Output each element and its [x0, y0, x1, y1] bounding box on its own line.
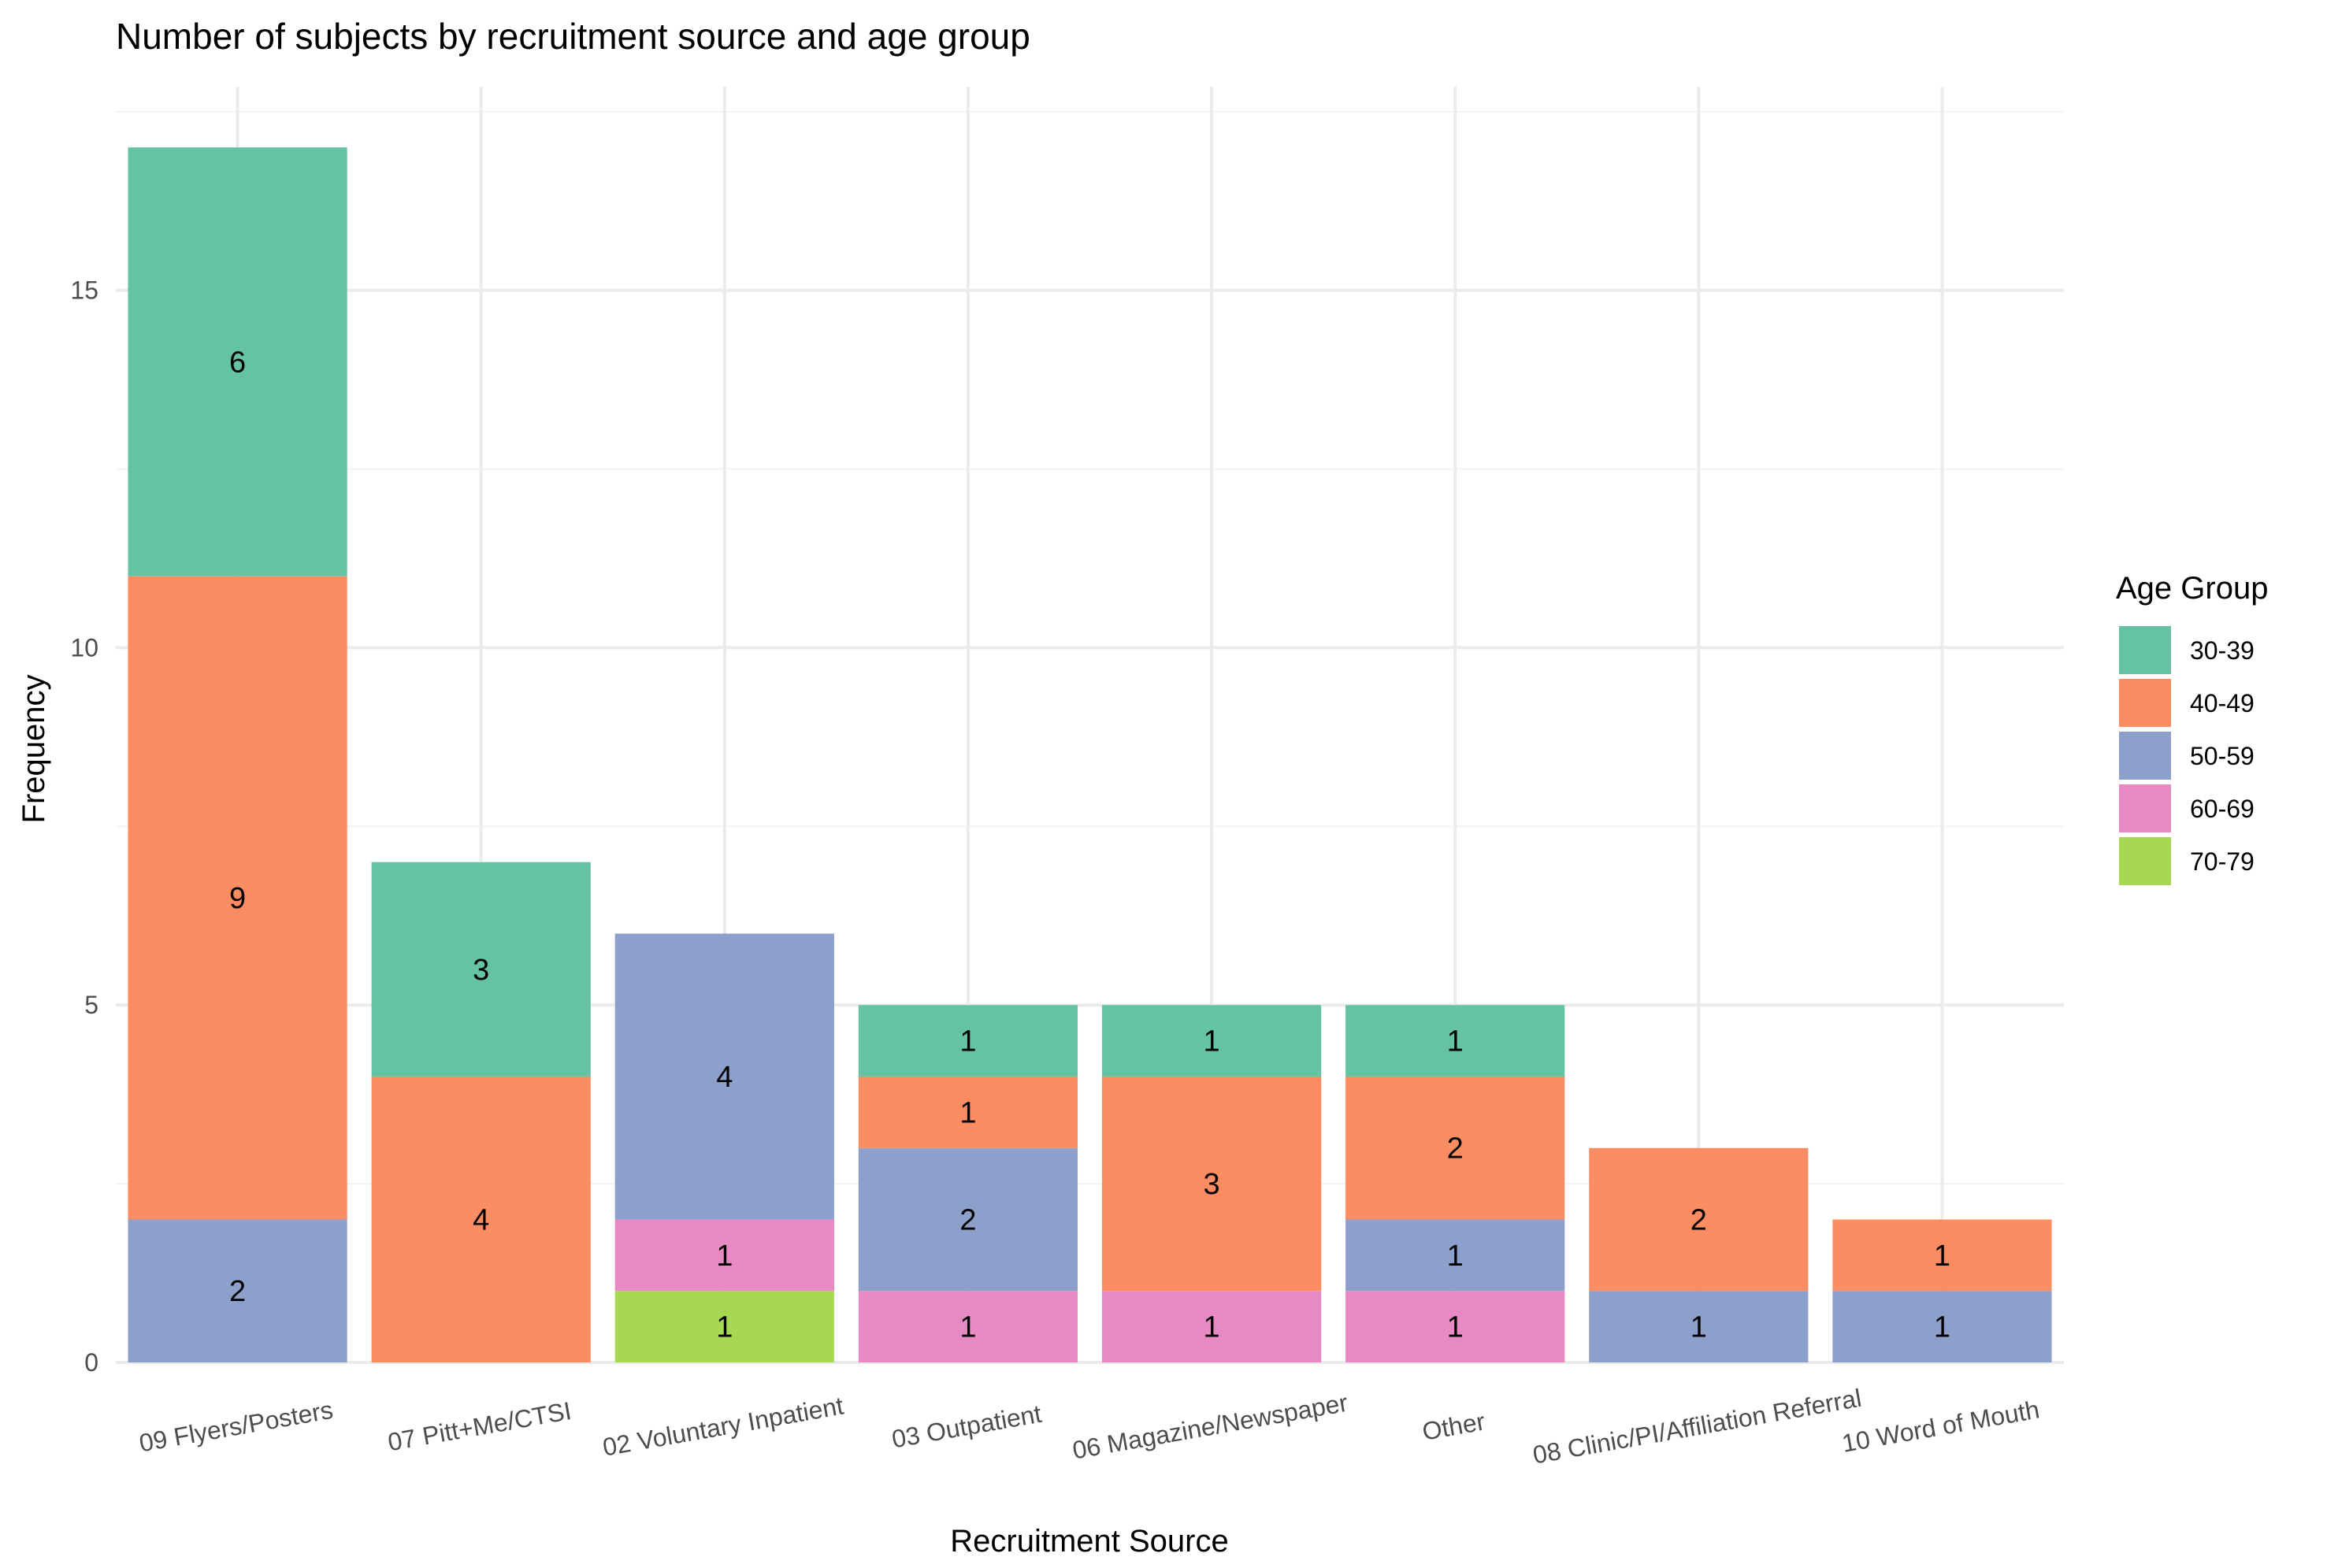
- bar-value-label: 1: [959, 1025, 976, 1058]
- bar-value-label: 1: [1691, 1311, 1707, 1344]
- bars: [128, 147, 2052, 1362]
- bar-segment: [1101, 1291, 1322, 1362]
- bar-value-label: 2: [1691, 1203, 1707, 1236]
- y-axis-ticks: 0 5 10 15: [70, 276, 98, 1377]
- bar-segment: [1345, 1219, 1565, 1292]
- x-tick-label: 06 Magazine/Newspaper: [1071, 1388, 1350, 1465]
- bar-segment: [1345, 1076, 1565, 1220]
- bar-segment: [1101, 1076, 1322, 1292]
- x-tick-label: 02 Voluntary Inpatient: [600, 1392, 845, 1462]
- bar-value-label: 2: [959, 1203, 976, 1236]
- x-tick-label: 07 Pitt+Me/CTSI: [386, 1396, 573, 1456]
- bar-segment: [1101, 1005, 1322, 1077]
- bar-value-label: 4: [473, 1203, 489, 1236]
- bar-segment: [858, 1005, 1078, 1077]
- y-axis-title: Frequency: [17, 675, 51, 824]
- y-tick-label: 15: [70, 276, 98, 305]
- bar-value-label: 1: [716, 1240, 733, 1273]
- bar-segment: [371, 862, 591, 1077]
- chart-title: Number of subjects by recruitment source…: [116, 16, 1030, 57]
- x-axis-title: Recruitment Source: [950, 1524, 1228, 1559]
- legend-label: 40-49: [2190, 689, 2255, 717]
- bar-segment: [1832, 1219, 2052, 1292]
- bar-value-label: 1: [959, 1096, 976, 1129]
- bar-value-label: 2: [229, 1275, 246, 1308]
- bar-labels: 2 9 6 4 3 1 1 4 1 2 1 1 1 3 1 1 1 2 1 1 2 1 1: [229, 346, 1950, 1344]
- bar-value-label: 9: [229, 882, 246, 915]
- legend-swatch: [2119, 837, 2171, 885]
- x-tick-label: 10 Word of Mouth: [1839, 1395, 2041, 1458]
- bar-segment: [614, 933, 834, 1220]
- bar-value-label: 1: [1934, 1240, 1950, 1273]
- bar-segment: [128, 147, 347, 576]
- x-tick-label: 08 Clinic/PI/Affiliation Referral: [1531, 1384, 1864, 1470]
- bar-value-label: 1: [959, 1311, 976, 1344]
- bar-value-label: 6: [229, 346, 246, 379]
- bar-segment: [858, 1291, 1078, 1362]
- bar-value-label: 1: [1447, 1025, 1464, 1058]
- bar-segment: [614, 1219, 834, 1292]
- bar-segment: [128, 576, 347, 1220]
- bar-segment: [1345, 1005, 1565, 1077]
- legend: Age Group 30-39 40-49 50-59 60-69 70-79: [2116, 571, 2268, 885]
- bar-segment: [371, 1076, 591, 1362]
- x-tick-label: Other: [1420, 1407, 1487, 1445]
- bar-segment: [858, 1147, 1078, 1292]
- legend-title: Age Group: [2116, 571, 2268, 606]
- bar-segment: [614, 1291, 834, 1362]
- bar-value-label: 1: [1203, 1311, 1219, 1344]
- legend-label: 30-39: [2190, 636, 2255, 665]
- x-tick-label: 03 Outpatient: [889, 1399, 1044, 1454]
- bar-segment: [858, 1076, 1078, 1148]
- bar-value-label: 3: [473, 954, 489, 987]
- y-tick-label: 10: [70, 633, 98, 662]
- bar-segment: [1589, 1147, 1809, 1292]
- legend-swatch: [2119, 784, 2171, 832]
- bar-value-label: 1: [1447, 1311, 1464, 1344]
- bar-value-label: 3: [1203, 1168, 1219, 1201]
- y-tick-label: 0: [84, 1348, 98, 1377]
- legend-label: 60-69: [2190, 795, 2255, 823]
- bar-value-label: 1: [716, 1311, 733, 1344]
- x-tick-label: 09 Flyers/Posters: [137, 1396, 335, 1458]
- legend-swatch: [2119, 626, 2171, 674]
- bar-value-label: 4: [716, 1061, 733, 1094]
- legend-swatch: [2119, 732, 2171, 780]
- bar-value-label: 1: [1203, 1025, 1219, 1058]
- y-tick-label: 5: [84, 991, 98, 1019]
- bar-segment: [128, 1219, 347, 1362]
- bar-segment: [1345, 1291, 1565, 1362]
- bar-segment: [1589, 1291, 1809, 1362]
- legend-label: 50-59: [2190, 742, 2255, 770]
- bar-value-label: 1: [1934, 1311, 1950, 1344]
- x-axis-ticks: 09 Flyers/Posters 07 Pitt+Me/CTSI 02 Volun…: [137, 1384, 2042, 1470]
- legend-swatch: [2119, 679, 2171, 727]
- legend-label: 70-79: [2190, 847, 2255, 876]
- bar-value-label: 2: [1447, 1132, 1464, 1166]
- bar-segment: [1832, 1291, 2052, 1362]
- bar-value-label: 1: [1447, 1240, 1464, 1273]
